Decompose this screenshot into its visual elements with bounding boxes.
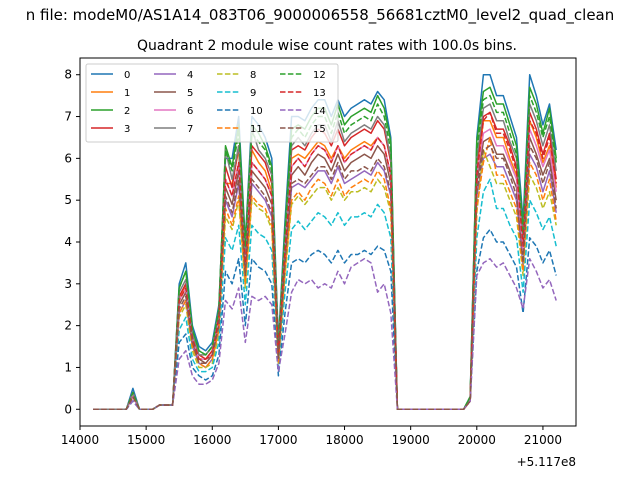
legend-label-15: 15 <box>313 124 326 135</box>
y-tick-label: 5 <box>64 193 72 207</box>
x-tick-label: 18000 <box>325 433 363 447</box>
legend-label-11: 11 <box>250 124 263 135</box>
series-line-8 <box>93 149 557 411</box>
series-line-10 <box>93 228 557 411</box>
series-line-9 <box>93 178 557 411</box>
y-tick-label: 3 <box>64 277 72 291</box>
y-tick-label: 0 <box>64 402 72 416</box>
x-tick-label: 20000 <box>458 433 496 447</box>
legend-label-10: 10 <box>250 106 263 117</box>
legend-label-4: 4 <box>187 70 193 81</box>
x-offset-label: +5.117e8 <box>517 455 576 469</box>
y-tick-label: 4 <box>64 235 72 249</box>
x-tick-label: 21000 <box>524 433 562 447</box>
figure-suptitle: n file: modeM0/AS1A14_083T06_9000006558_… <box>26 6 615 25</box>
x-tick-label: 15000 <box>127 433 165 447</box>
series-line-5 <box>93 136 557 411</box>
x-tick-label: 19000 <box>392 433 430 447</box>
legend-label-7: 7 <box>187 124 193 135</box>
legend-frame <box>85 63 339 143</box>
legend-label-2: 2 <box>124 106 130 117</box>
legend-label-12: 12 <box>313 70 326 81</box>
y-tick-label: 7 <box>64 110 72 124</box>
x-tick-label: 16000 <box>193 433 231 447</box>
y-tick-label: 2 <box>64 319 72 333</box>
series-line-15 <box>93 145 557 411</box>
x-tick-label: 14000 <box>61 433 99 447</box>
ticks-layer: 14000 15000 16000 17000 18000 19000 20000 21000… <box>61 68 562 447</box>
series-line-1 <box>93 119 557 411</box>
y-tick-label: 8 <box>64 68 72 82</box>
legend-label-3: 3 <box>124 124 130 135</box>
series-line-11 <box>93 136 557 411</box>
legend-label-14: 14 <box>313 106 326 117</box>
legend-label-9: 9 <box>250 88 256 99</box>
legend-label-8: 8 <box>250 70 256 81</box>
series-line-12 <box>93 94 557 411</box>
series-layer <box>93 73 557 411</box>
legend-label-5: 5 <box>187 88 193 99</box>
legend-label-6: 6 <box>187 106 193 117</box>
y-tick-label: 6 <box>64 151 72 165</box>
legend-label-1: 1 <box>124 88 130 99</box>
x-tick-label: 17000 <box>259 433 297 447</box>
legend-label-0: 0 <box>124 70 130 81</box>
legend-label-13: 13 <box>313 88 326 99</box>
series-line-4 <box>93 153 557 411</box>
series-line-13 <box>93 111 557 411</box>
y-tick-label: 1 <box>64 360 72 374</box>
series-line-14 <box>93 257 557 411</box>
chart-title: Quadrant 2 module wise count rates with … <box>137 38 517 54</box>
